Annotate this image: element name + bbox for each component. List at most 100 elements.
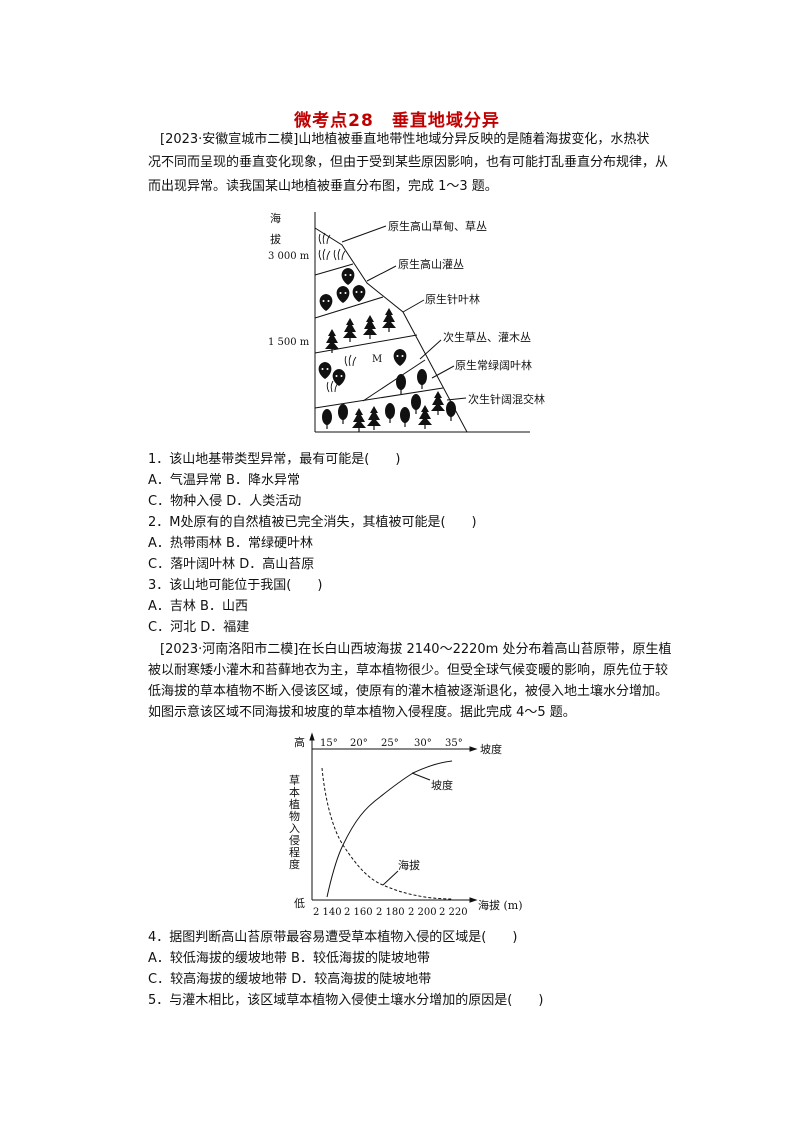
y-axis-label-char: 侵 [289,834,300,847]
option-line: C．物种入侵 D．人类活动 [148,494,302,509]
broadleaf-tree-icon [322,409,332,425]
series-altitude-curve [321,767,453,900]
y-axis-label-char: 本 [289,785,300,799]
top-tick-label: 25° [381,738,399,749]
leader-line [411,772,431,781]
shrub-icon [393,349,407,366]
axis-label: 海 [270,211,281,225]
bottom-axis-title: 海拔 (m) [478,898,523,912]
grass-icon [326,380,339,393]
broadleaf-tree-icon [417,369,427,385]
bottom-tick-label: 2 160 [344,907,373,918]
conifer-tree-icon [431,391,445,411]
intro2-line: [2023·河南洛阳市二模]在长白山西坡海拔 2140～2220m 处分布着高山… [160,642,672,657]
bottom-tick-label: 2 180 [376,907,405,918]
question-line: 4．据图判断高山苔原带最容易遭受草本植物入侵的区域是( ) [148,930,518,945]
y-axis-label-char: 植 [289,797,300,811]
broadleaf-tree-icon [411,394,421,410]
bottom-tick-label: 2 220 [439,907,468,918]
top-tick-label: 15° [320,738,338,749]
intro1-line: 况不同而呈现的垂直变化现象，但由于受到某些原因影响，也有可能打乱垂直分布规律，从 [148,155,669,170]
conifer-tree-icon [382,308,396,328]
shrub-icon [318,362,332,379]
option-line: C．较高海拔的缓坡地带 D．较高海拔的陡坡地带 [148,972,432,987]
bottom-tick-label: 2 140 [313,907,342,918]
mountain-slope [314,227,468,433]
axis-label: 拔 [270,232,281,246]
option-line: A．吉林 B．山西 [148,599,248,614]
series-slope-curve [326,760,453,898]
broadleaf-tree-icon [338,404,348,420]
broadleaf-tree-icon [396,374,406,390]
grass-icon [333,248,346,261]
y-axis-label-char: 入 [289,822,300,835]
tick-label: 1 500 m [268,337,310,348]
shrub-icon [352,285,366,302]
x-axis-arrow [469,897,478,903]
option-line: A．较低海拔的缓坡地带 B．较低海拔的陡坡地带 [148,951,430,966]
leader-line [382,870,399,886]
leader-line [431,365,455,379]
y-axis-label-char: 物 [289,809,300,823]
top-tick-label: 20° [350,738,368,749]
y-axis-label-char: 草 [289,774,300,787]
intro2-line: 如图示意该区域不同海拔和坡度的草本植物入侵程度。据此完成 4～5 题。 [148,705,576,720]
leader-line [366,265,397,282]
intro2-line: 被以耐寒矮小灌木和苔藓地衣为主，草本植物很少。但受全球气候变暖的影响，原先位于较 [148,663,669,678]
conifer-tree-icon [325,329,339,349]
question-line: 3．该山地可能位于我国( ) [148,578,323,593]
y-axis-label-char: 度 [289,857,300,871]
conifer-tree-icon [363,315,377,335]
broadleaf-tree-icon [400,407,410,423]
tick-label: 3 000 m [268,251,310,262]
zone-label: 原生高山草甸、草丛 [388,219,487,233]
zone-label: 原生常绿阔叶林 [455,358,532,372]
leader-line [402,299,425,313]
leader-line [419,339,442,360]
zone-boundary [314,387,444,409]
shrub-icon [332,369,346,386]
top-axis-title: 坡度 [480,742,502,756]
option-line: C．落叶阔叶林 D．高山苔原 [148,557,315,572]
question-line: 1．该山地基带类型异常，最有可能是( ) [148,452,401,467]
marker-m: M [372,354,382,365]
shrub-icon [341,268,355,285]
leader-line [341,225,387,243]
y-axis-label-char: 程 [289,846,300,859]
conifer-tree-icon [343,318,357,338]
question-line: 5．与灌木相比，该区域草本植物入侵使土壤水分增加的原因是( ) [148,993,544,1008]
conifer-tree-icon [367,406,381,426]
zone-label: 次生草丛、灌木丛 [443,330,531,344]
bottom-tick-label: 2 200 [408,907,437,918]
zone-label: 原生针叶林 [425,292,480,306]
intro1-line: 而出现异常。读我国某山地植被垂直分布图，完成 1～3 题。 [148,179,498,194]
zone-boundary [314,296,384,319]
conifer-tree-icon [418,405,432,425]
top-tick-label: 30° [414,738,432,749]
shrub-icon [336,286,350,303]
broadleaf-tree-icon [446,401,456,417]
series-label-altitude: 海拔 [398,858,420,872]
top-tick-label: 35° [445,738,463,749]
option-line: C．河北 D．福建 [148,620,250,635]
page-title: 微考点28 垂直地域分异 [294,111,500,131]
zone-boundary [314,263,354,276]
series-label-slope: 坡度 [431,778,453,792]
intro2-line: 低海拔的草本植物不断入侵该区域，使原有的灌木植被逐渐退化，被侵入地土壤水分增加。 [148,684,669,699]
zone-boundary [362,359,426,402]
option-line: A．气温异常 B．降水异常 [148,473,300,488]
leader-line [446,397,467,401]
intro1-line: [2023·安徽宣城市二模]山地植被垂直地带性地域分异反映的是随着海拔变化，水热… [160,132,650,147]
grass-icon [318,232,331,245]
conifer-tree-icon [352,408,366,428]
zone-label: 次生针阔混交林 [468,392,545,406]
x-axis-top-arrow [469,746,478,752]
option-line: A．热带雨林 B．常绿硬叶林 [148,536,313,551]
y-axis-arrow [309,732,315,741]
y-low-label: 低 [294,897,305,910]
broadleaf-tree-icon [385,403,395,419]
question-line: 2．M处原有的自然植被已完全消失，其植被可能是( ) [148,515,477,530]
zone-label: 原生高山灌丛 [398,257,464,271]
grass-icon [318,248,331,261]
